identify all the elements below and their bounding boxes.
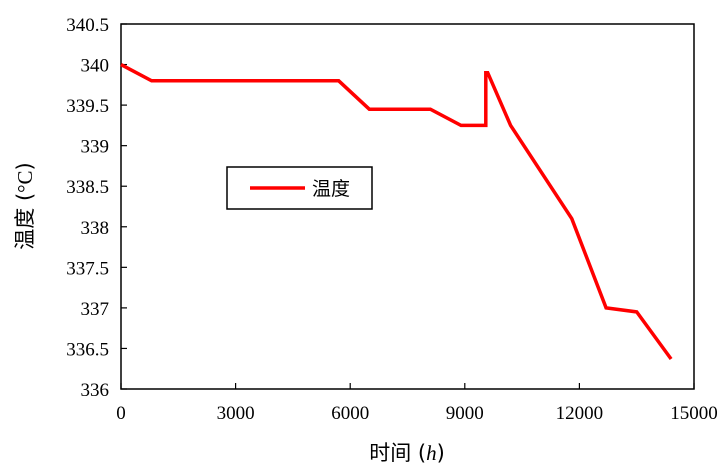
- plot-frame: [120, 23, 695, 390]
- y-tick-label: 337.5: [66, 258, 109, 279]
- x-tick-label: 6000: [331, 403, 369, 424]
- x-tick-label: 12000: [556, 403, 604, 424]
- series-line-temperature: [120, 63, 673, 361]
- y-tick-label: 336: [81, 380, 110, 401]
- y-tick-label: 340.5: [66, 15, 109, 36]
- x-tick-label: 3000: [217, 403, 255, 424]
- y-tick-label: 339.5: [66, 96, 109, 117]
- y-tick-label: 336.5: [66, 339, 109, 360]
- y-tick-label: 339: [81, 137, 110, 158]
- legend: 温度: [226, 166, 373, 210]
- x-axis: 0 3000 6000 9000 12000 15000: [116, 383, 718, 424]
- x-tick-label: 0: [116, 403, 126, 424]
- y-tick-label: 338: [81, 218, 110, 239]
- y-axis-title: 温度 (°C): [13, 162, 37, 249]
- x-tick-label: 9000: [446, 403, 484, 424]
- legend-label: 温度: [312, 178, 350, 200]
- x-tick-label: 15000: [670, 403, 718, 424]
- series-layer: [120, 63, 673, 361]
- y-tick-label: 337: [81, 299, 110, 320]
- y-axis: 336 336.5 337 337.5 338 338.5 339 339.5 340 340.5: [66, 15, 127, 401]
- x-axis-title: 时间 (h): [369, 441, 445, 465]
- y-tick-label: 340: [81, 56, 110, 77]
- y-tick-label: 338.5: [66, 177, 109, 198]
